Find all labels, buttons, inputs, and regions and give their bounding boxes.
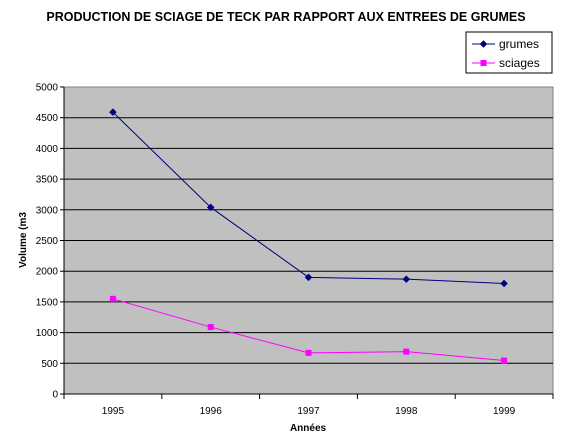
series-sciages	[109, 295, 508, 364]
chart-title: PRODUCTION DE SCIAGE DE TECK PAR RAPPORT…	[46, 10, 525, 24]
data-point-sciages	[109, 295, 116, 302]
legend-box	[465, 31, 553, 74]
y-axis: 0 500 1000 1500 2000 2500 3000 3500 4000 4500 5000	[36, 83, 65, 401]
x-tick-label: 1996	[200, 406, 223, 417]
data-point-sciages	[305, 349, 312, 356]
data-point-sciages	[403, 348, 410, 355]
y-tick-label: 2000	[36, 267, 59, 278]
x-tick-label: 1998	[395, 406, 418, 417]
data-point-grumes	[304, 273, 313, 282]
y-axis-label: Volume (m3	[18, 212, 29, 268]
y-tick-label: 3000	[36, 205, 59, 216]
legend-label: sciages	[499, 56, 540, 70]
series-layer	[109, 108, 508, 364]
legend-marker	[479, 40, 488, 48]
data-point-grumes	[206, 203, 215, 212]
y-tick-label: 500	[41, 359, 58, 370]
legend-label: grumes	[499, 37, 539, 51]
y-tick-label: 5000	[36, 83, 59, 94]
y-tick-label: 4500	[36, 113, 59, 124]
data-point-grumes	[109, 108, 117, 117]
data-point-sciages	[207, 324, 214, 331]
x-axis: 1995 1996 1997 1998 1999	[63, 393, 554, 417]
legend-entry-sciages: sciages	[472, 56, 540, 70]
data-point-sciages	[501, 357, 508, 364]
gridlines	[64, 117, 553, 364]
x-tick-label: 1999	[493, 406, 516, 417]
legend-entry-grumes: grumes	[472, 37, 539, 51]
y-tick-label: 1000	[36, 328, 59, 339]
x-tick-label: 1997	[297, 406, 320, 417]
y-tick-label: 1500	[36, 297, 59, 308]
legend-marker	[480, 60, 487, 66]
legend: grumes sciages	[465, 31, 553, 74]
y-tick-label: 0	[52, 390, 58, 401]
series-grumes	[109, 108, 508, 288]
y-tick-label: 3500	[36, 175, 59, 186]
y-tick-label: 2500	[36, 236, 59, 247]
data-point-grumes	[500, 279, 508, 288]
x-axis-label: Années	[290, 423, 327, 434]
x-tick-label: 1995	[102, 406, 125, 417]
data-point-grumes	[402, 275, 411, 284]
y-tick-label: 4000	[36, 144, 59, 155]
